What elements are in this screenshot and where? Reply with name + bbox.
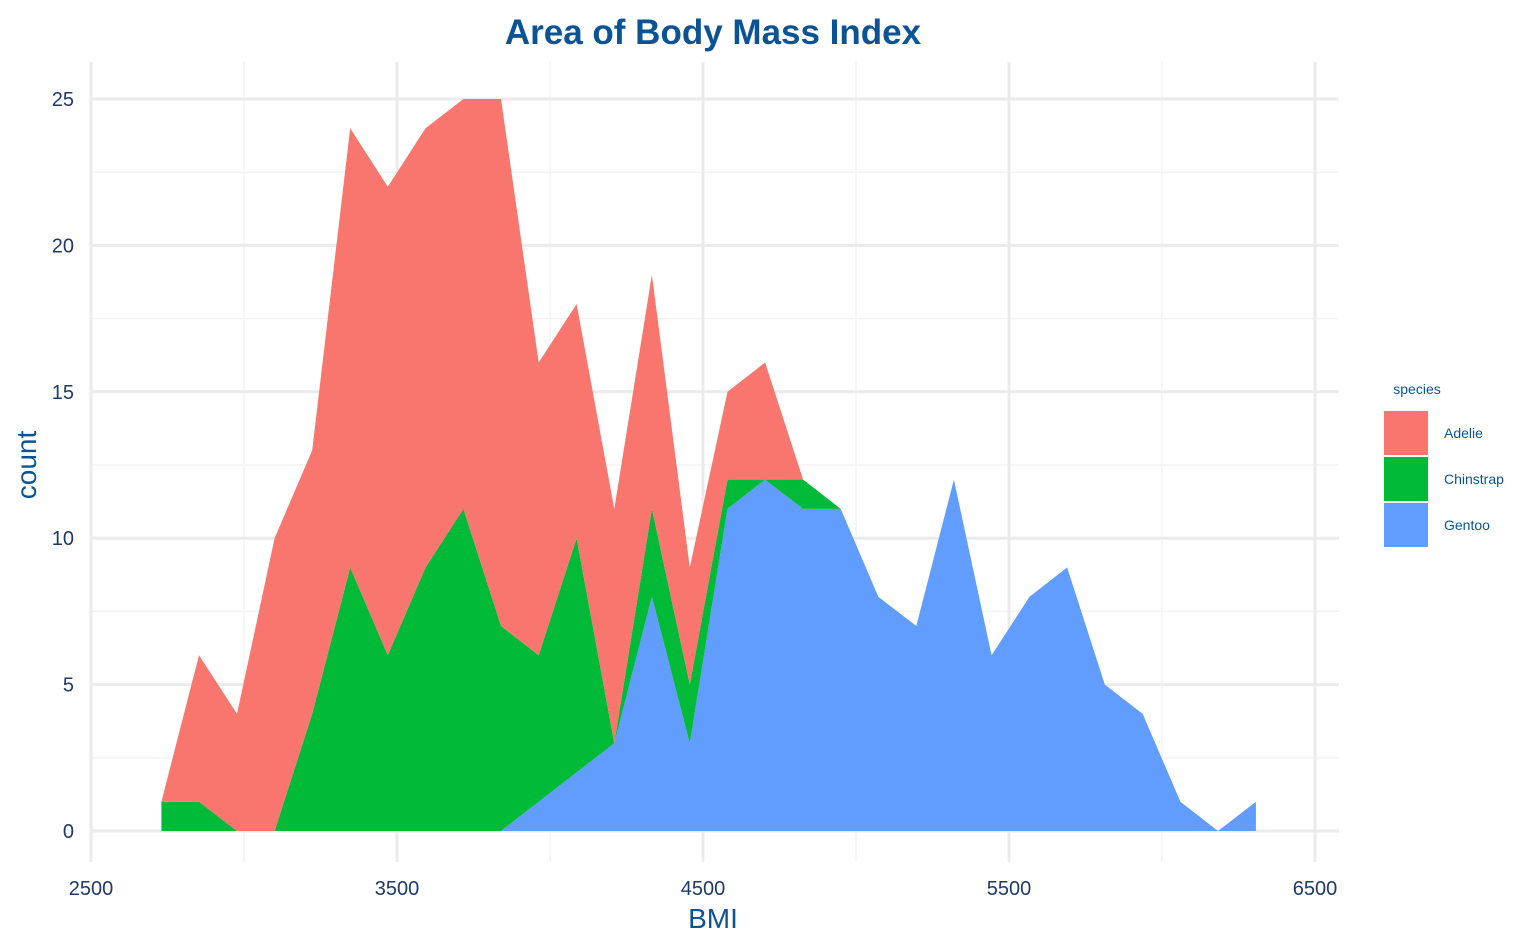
y-tick-label: 0 (63, 821, 74, 843)
legend: species Adelie Chinstrap Gentoo (1384, 381, 1504, 547)
legend-label-adelie: Adelie (1444, 425, 1483, 441)
y-tick-label: 25 (52, 89, 74, 111)
area-chinstrap (161, 479, 1256, 831)
legend-label-gentoo: Gentoo (1444, 517, 1490, 533)
x-tick-label: 5500 (987, 878, 1032, 900)
area-adelie (161, 99, 1256, 831)
y-axis-title: count (11, 431, 42, 500)
legend-key-gentoo (1384, 503, 1428, 547)
x-tick-label: 3500 (375, 878, 420, 900)
y-tick-label: 10 (52, 528, 74, 550)
y-axis-ticks: 0 5 10 15 20 25 (52, 89, 74, 843)
y-tick-label: 20 (52, 235, 74, 257)
legend-label-chinstrap: Chinstrap (1444, 471, 1504, 487)
x-axis-ticks: 2500 3500 4500 5500 6500 (69, 878, 1338, 900)
chart-title: Area of Body Mass Index (505, 13, 922, 52)
legend-key-adelie (1384, 411, 1428, 455)
y-tick-label: 5 (63, 675, 74, 697)
y-tick-label: 15 (52, 382, 74, 404)
legend-title: species (1393, 381, 1440, 397)
x-tick-label: 6500 (1293, 878, 1338, 900)
x-tick-label: 4500 (681, 878, 726, 900)
x-tick-label: 2500 (69, 878, 114, 900)
x-axis-title: BMI (688, 903, 738, 934)
legend-key-chinstrap (1384, 457, 1428, 501)
area-series-group (161, 99, 1256, 831)
area-gentoo (161, 479, 1256, 831)
